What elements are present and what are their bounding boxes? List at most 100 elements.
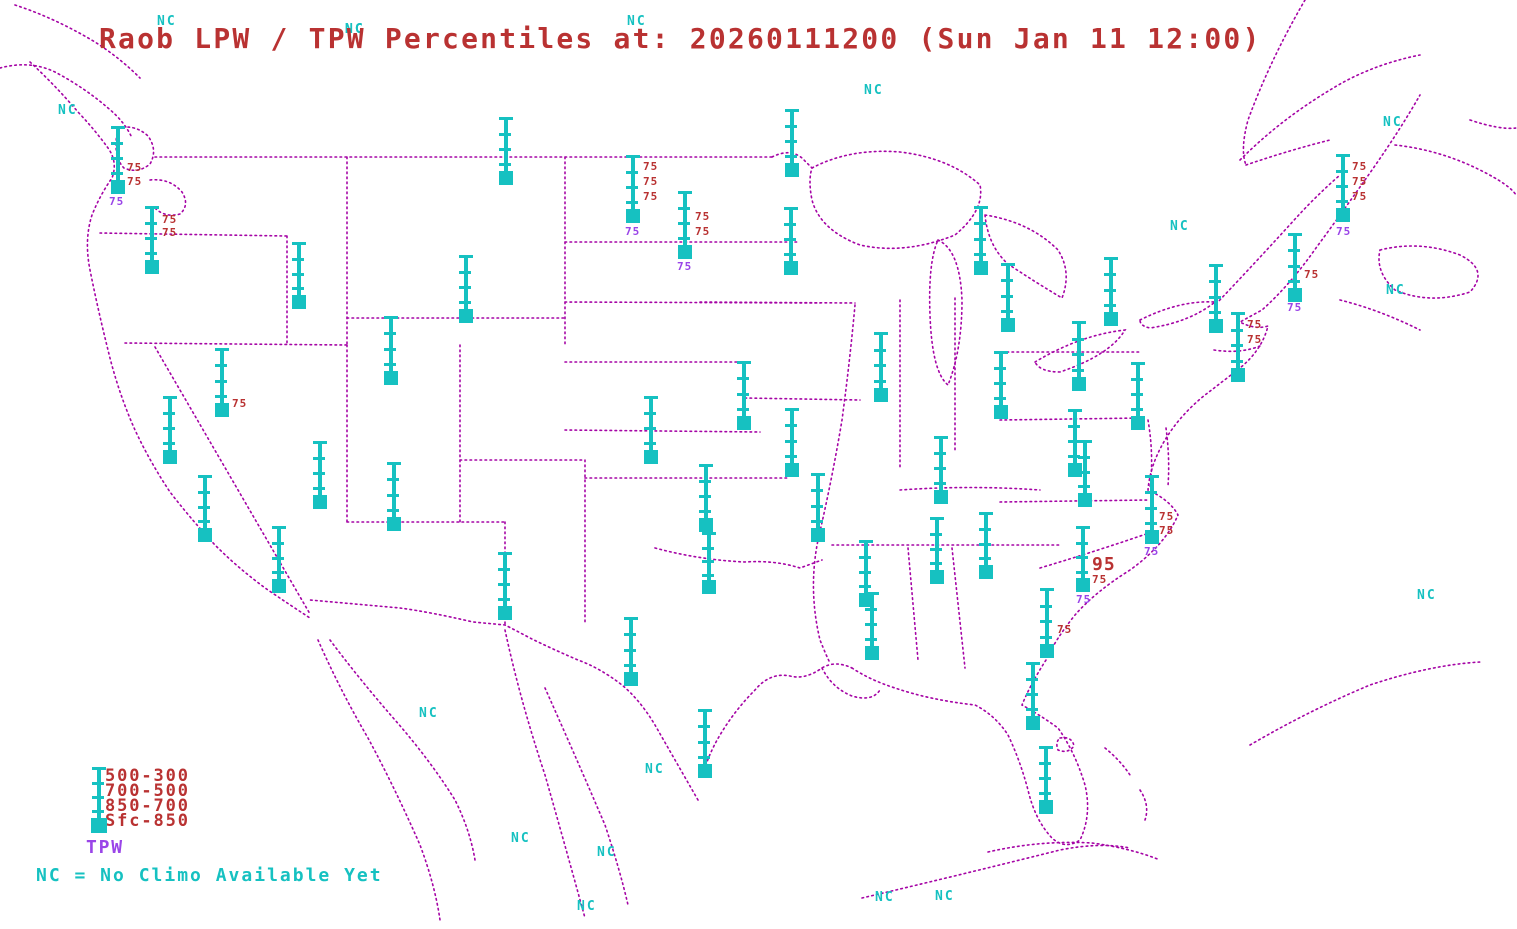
station-tick [785,125,797,128]
station-tick [737,377,749,380]
legend-tick [92,782,104,785]
station-square [699,518,713,532]
station-square [865,646,879,660]
station-tick [1040,636,1052,639]
station-tick [1001,295,1013,298]
station-bar-cap [1231,312,1245,315]
station-bar-cap [387,462,401,465]
legend-layer-label: 850-700 [105,796,190,816]
lpw-percentile-label: 75 [643,175,659,188]
station-bar [790,409,794,470]
station-tick [215,364,227,367]
station-tick [626,186,638,189]
station-bar [203,476,207,535]
station-tick [1072,338,1084,341]
station-tick [111,157,123,160]
station-tick [1076,556,1088,559]
legend-tpw-label: TPW [86,837,124,858]
nc-label: NC [157,14,177,29]
station-bar-cap [215,348,229,351]
station-square [1078,493,1092,507]
station-bar-cap [934,436,948,439]
lpw-percentile-label: 75 [232,397,248,410]
lpw-percentile-label: 75 [127,161,143,174]
station-square [811,528,825,542]
station-tick [644,427,656,430]
station-tick [785,424,797,427]
station-square [702,580,716,594]
station-bar-cap [644,396,658,399]
lpw-percentile-label: 95 [1092,554,1116,575]
legend-tick [92,796,104,799]
station-bar-cap [1145,475,1159,478]
station-tick [699,510,711,513]
lpw-percentile-label: 75 [162,213,178,226]
station-tick [874,380,886,383]
station-bar-cap [498,552,512,555]
station-bar-cap [859,540,873,543]
station-tick [215,380,227,383]
station-tick [1076,571,1088,574]
legend-square [91,818,107,833]
station-tick [1231,360,1243,363]
station-square [784,261,798,275]
station-bar-cap [198,475,212,478]
station-square [979,565,993,579]
station-tick [626,201,638,204]
station-tick [1209,311,1221,314]
station-tick [698,756,710,759]
station-tick [859,556,871,559]
station-tick [1039,792,1051,795]
tpw-percentile-label: 75 [109,195,125,208]
station-tick [785,440,797,443]
station-tick [163,427,175,430]
station-tick [1078,485,1090,488]
station-square [272,579,286,593]
station-bar [1083,441,1087,500]
station-tick [1104,273,1116,276]
station-bar [935,518,939,577]
station-bar-cap [459,255,473,258]
station-square [215,403,229,417]
station-tick [934,467,946,470]
station-square [1231,368,1245,382]
station-square [498,606,512,620]
station-tick [459,301,471,304]
station-square [313,495,327,509]
station-bar-cap [930,517,944,520]
station-tick [979,528,991,531]
station-bar [703,710,707,771]
station-square [1001,318,1015,332]
station-tick [292,287,304,290]
nc-label: NC [1170,219,1190,234]
station-tick [785,155,797,158]
nc-label: NC [345,22,365,37]
station-tick [974,222,986,225]
station-tick [644,442,656,445]
station-bar-cap [626,155,640,158]
lpw-percentile-label: 75 [1159,510,1175,523]
nc-label: NC [1417,588,1437,603]
station-bar [277,527,281,586]
legend-bar-cap [92,767,106,770]
station-tick [499,148,511,151]
station-bar [389,317,393,378]
station-square [644,450,658,464]
station-tick [1288,265,1300,268]
tpw-percentile-label: 75 [677,260,693,273]
station-tick [1336,170,1348,173]
station-square [698,764,712,778]
station-tick [198,491,210,494]
station-tick [994,382,1006,385]
lpw-percentile-label: 75 [1159,524,1175,537]
nc-label: NC [511,831,531,846]
station-square [1076,578,1090,592]
station-bar-cap [1336,154,1350,157]
station-tick [811,505,823,508]
station-tick [702,547,714,550]
station-tick [1078,456,1090,459]
station-tick [272,571,284,574]
lpw-percentile-label: 75 [162,226,178,239]
station-tick [384,363,396,366]
lpw-percentile-label: 75 [643,190,659,203]
